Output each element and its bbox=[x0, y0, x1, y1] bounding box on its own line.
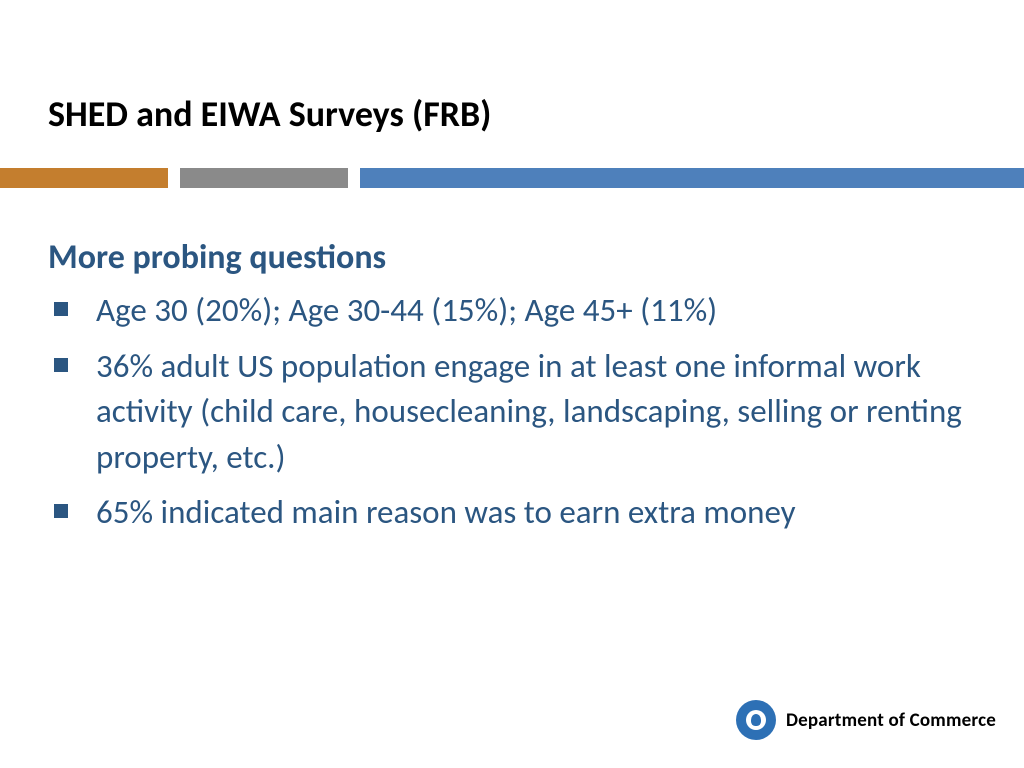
accent-seg-3 bbox=[360, 168, 1024, 188]
slide-subtitle: More probing questions bbox=[48, 237, 386, 278]
bullet-text: 36% adult US population engage in at lea… bbox=[96, 346, 962, 477]
accent-seg-2 bbox=[180, 168, 348, 188]
footer: Department of Commerce bbox=[736, 700, 996, 740]
seal-inner bbox=[746, 710, 766, 730]
seal-silhouette-icon bbox=[751, 714, 761, 726]
square-bullet-icon bbox=[54, 302, 68, 316]
slide: SHED and EIWA Surveys (FRB) More probing… bbox=[0, 0, 1024, 768]
bullet-item: 65% indicated main reason was to earn ex… bbox=[48, 490, 988, 536]
accent-seg-1 bbox=[0, 168, 168, 188]
bullet-text: Age 30 (20%); Age 30-44 (15%); Age 45+ (… bbox=[96, 290, 717, 330]
washington-seal-icon bbox=[736, 700, 776, 740]
bullet-item: 36% adult US population engage in at lea… bbox=[48, 344, 988, 481]
accent-gap-1 bbox=[168, 168, 180, 188]
square-bullet-icon bbox=[54, 504, 68, 518]
slide-title: SHED and EIWA Surveys (FRB) bbox=[48, 92, 491, 136]
footer-label: Department of Commerce bbox=[786, 709, 996, 732]
square-bullet-icon bbox=[54, 358, 68, 372]
bullet-list: Age 30 (20%); Age 30-44 (15%); Age 45+ (… bbox=[48, 288, 988, 546]
bullet-item: Age 30 (20%); Age 30-44 (15%); Age 45+ (… bbox=[48, 288, 988, 334]
bullet-text: 65% indicated main reason was to earn ex… bbox=[96, 492, 796, 532]
accent-gap-2 bbox=[348, 168, 360, 188]
accent-bar bbox=[0, 168, 1024, 188]
